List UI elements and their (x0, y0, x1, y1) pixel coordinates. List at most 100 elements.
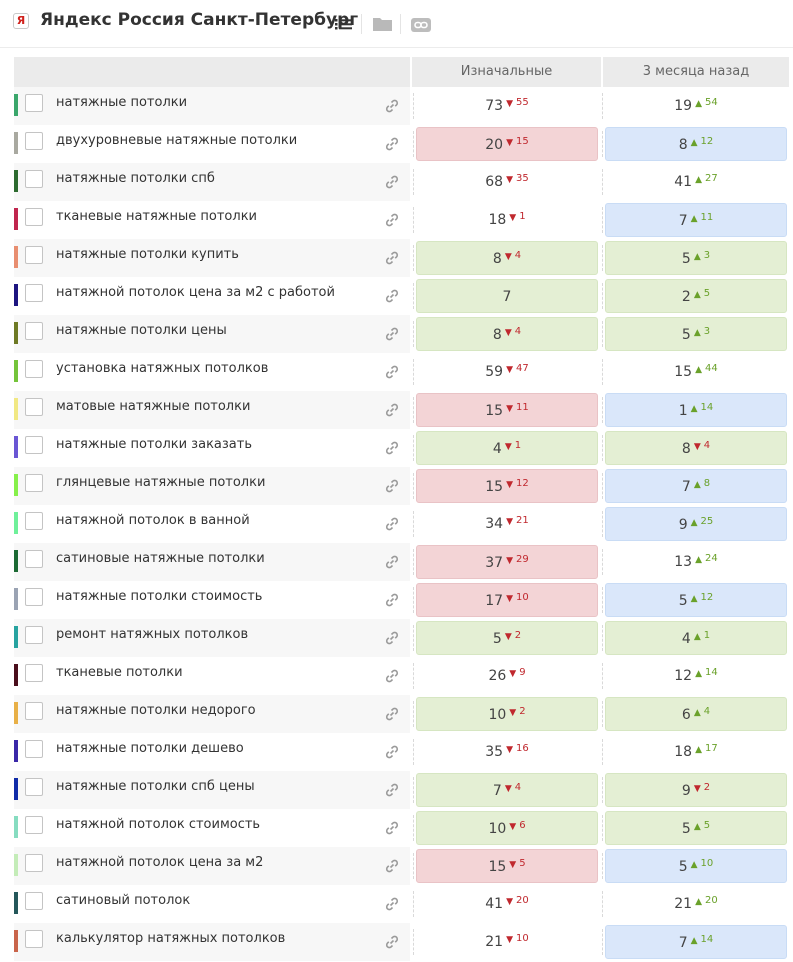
table-row[interactable]: натяжной потолок цена за м2 15 ▼ 5 5 ▲ 10 (0, 847, 793, 885)
link-icon[interactable] (384, 554, 400, 570)
list-icon[interactable] (334, 14, 354, 38)
position-initial-cell: 41 ▼ 20 (416, 887, 598, 921)
table-row[interactable]: натяжной потолок цена за м2 с работой 7 2 ▲… (0, 277, 793, 315)
link-icon[interactable] (384, 478, 400, 494)
position-value: 7 (492, 783, 502, 799)
arrow-up-icon: ▲ (690, 936, 698, 946)
keyword-text: тканевые потолки (56, 665, 183, 680)
link-icon[interactable] (384, 744, 400, 760)
arrow-down-icon: ▼ (506, 175, 513, 185)
link-icon[interactable] (384, 250, 400, 266)
table-row[interactable]: натяжные потолки купить 8 ▼ 4 5 ▲ 3 (0, 239, 793, 277)
table-row[interactable]: натяжной потолок стоимость 10 ▼ 6 5 ▲ 5 (0, 809, 793, 847)
table-row[interactable]: натяжные потолки заказать 4 ▼ 1 8 ▼ 4 (0, 429, 793, 467)
table-row[interactable]: натяжные потолки цены 8 ▼ 4 5 ▲ 3 (0, 315, 793, 353)
link-icon[interactable] (384, 782, 400, 798)
link-icon[interactable] (384, 896, 400, 912)
table-row[interactable]: сатиновый потолок 41 ▼ 20 21 ▲ 20 (0, 885, 793, 923)
link-icon[interactable] (384, 174, 400, 190)
link-icon[interactable] (384, 440, 400, 456)
table-row[interactable]: натяжные потолки спб цены 7 ▼ 4 9 ▼ 2 (0, 771, 793, 809)
link-icon[interactable] (384, 326, 400, 342)
row-checkbox[interactable] (25, 550, 43, 568)
row-checkbox[interactable] (25, 816, 43, 834)
position-three-months-cell: 2 ▲ 5 (605, 279, 787, 313)
position-three-months-cell: 9 ▲ 25 (605, 507, 787, 541)
row-checkbox[interactable] (25, 512, 43, 530)
table-row[interactable]: натяжной потолок в ванной 34 ▼ 21 9 ▲ 25 (0, 505, 793, 543)
position-value: 4 (681, 631, 691, 647)
row-checkbox[interactable] (25, 664, 43, 682)
position-three-months-cell: 13 ▲ 24 (605, 545, 787, 579)
column-divider (413, 815, 414, 841)
row-checkbox[interactable] (25, 360, 43, 378)
folder-icon[interactable] (372, 14, 394, 38)
link-icon[interactable] (384, 98, 400, 114)
table-row[interactable]: тканевые потолки 26 ▼ 9 12 ▲ 14 (0, 657, 793, 695)
position-value: 15 (485, 479, 504, 495)
arrow-down-icon: ▼ (506, 935, 513, 945)
row-checkbox[interactable] (25, 170, 43, 188)
column-divider (413, 169, 414, 195)
row-checkbox[interactable] (25, 436, 43, 454)
table-row[interactable]: натяжные потолки спб 68 ▼ 35 41 ▲ 27 (0, 163, 793, 201)
arrow-up-icon: ▲ (693, 290, 701, 300)
row-checkbox[interactable] (25, 626, 43, 644)
table-row[interactable]: ремонт натяжных потолков 5 ▼ 2 4 ▲ 1 (0, 619, 793, 657)
row-checkbox[interactable] (25, 246, 43, 264)
row-checkbox[interactable] (25, 94, 43, 112)
row-checkbox[interactable] (25, 208, 43, 226)
keyword-cell: натяжные потолки цены (14, 315, 410, 353)
table-row[interactable]: глянцевые натяжные потолки 15 ▼ 12 7 ▲ 8 (0, 467, 793, 505)
link-icon[interactable] (384, 136, 400, 152)
link-icon[interactable] (410, 14, 432, 38)
table-row[interactable]: натяжные потолки недорого 10 ▼ 2 6 ▲ 4 (0, 695, 793, 733)
keyword-cell: сатиновый потолок (14, 885, 410, 923)
keyword-cell: натяжной потолок стоимость (14, 809, 410, 847)
row-checkbox[interactable] (25, 322, 43, 340)
keyword-text: натяжные потолки спб цены (56, 779, 255, 794)
link-icon[interactable] (384, 402, 400, 418)
table-row[interactable]: натяжные потолки 73 ▼ 55 19 ▲ 54 (0, 87, 793, 125)
arrow-down-icon: ▼ (506, 517, 513, 527)
row-checkbox[interactable] (25, 892, 43, 910)
row-checkbox[interactable] (25, 778, 43, 796)
link-icon[interactable] (384, 592, 400, 608)
row-checkbox[interactable] (25, 740, 43, 758)
position-three-months-cell: 5 ▲ 3 (605, 317, 787, 351)
table-row[interactable]: калькулятор натяжных потолков 21 ▼ 10 7 ▲ 14 (0, 923, 793, 961)
row-checkbox[interactable] (25, 398, 43, 416)
column-header-three-months[interactable]: 3 месяца назад (603, 57, 789, 87)
position-delta: 10 (700, 858, 714, 869)
link-icon[interactable] (384, 630, 400, 646)
link-icon[interactable] (384, 212, 400, 228)
table-row[interactable]: двухуровневые натяжные потолки 20 ▼ 15 8 ▲ 12 (0, 125, 793, 163)
column-header-initial[interactable]: Изначальные (412, 57, 601, 87)
table-row[interactable]: сатиновые натяжные потолки 37 ▼ 29 13 ▲ 24 (0, 543, 793, 581)
position-initial-cell: 15 ▼ 5 (416, 849, 598, 883)
link-icon[interactable] (384, 668, 400, 684)
row-checkbox[interactable] (25, 702, 43, 720)
table-row[interactable]: натяжные потолки стоимость 17 ▼ 10 5 ▲ 12 (0, 581, 793, 619)
link-icon[interactable] (384, 706, 400, 722)
link-icon[interactable] (384, 288, 400, 304)
link-icon[interactable] (384, 820, 400, 836)
table-row[interactable]: установка натяжных потолков 59 ▼ 47 15 ▲ 44 (0, 353, 793, 391)
table-row[interactable]: матовые натяжные потолки 15 ▼ 11 1 ▲ 14 (0, 391, 793, 429)
row-checkbox[interactable] (25, 930, 43, 948)
row-checkbox[interactable] (25, 132, 43, 150)
link-icon[interactable] (384, 516, 400, 532)
row-checkbox[interactable] (25, 588, 43, 606)
row-checkbox[interactable] (25, 474, 43, 492)
link-icon[interactable] (384, 364, 400, 380)
row-checkbox[interactable] (25, 284, 43, 302)
table-row[interactable]: натяжные потолки дешево 35 ▼ 16 18 ▲ 17 (0, 733, 793, 771)
column-divider (413, 891, 414, 917)
keyword-cell: тканевые натяжные потолки (14, 201, 410, 239)
page-header: Я Яндекс Россия Санкт-Петербург (0, 0, 793, 48)
link-icon[interactable] (384, 934, 400, 950)
row-checkbox[interactable] (25, 854, 43, 872)
column-divider (602, 131, 603, 157)
table-row[interactable]: тканевые натяжные потолки 18 ▼ 1 7 ▲ 11 (0, 201, 793, 239)
link-icon[interactable] (384, 858, 400, 874)
